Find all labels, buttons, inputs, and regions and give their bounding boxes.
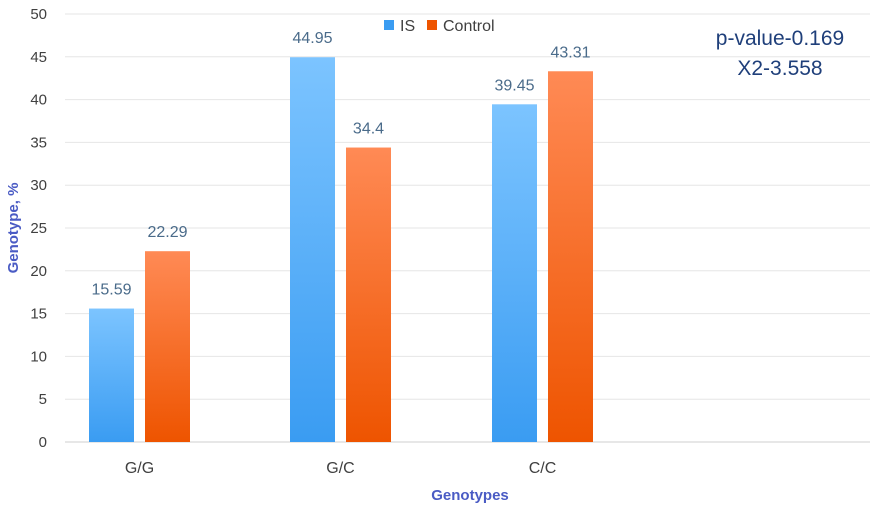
y-tick-label: 30 <box>30 177 47 194</box>
x-category-label: G/C <box>326 460 354 477</box>
data-label: 43.31 <box>550 44 590 61</box>
y-tick-label: 45 <box>30 49 47 66</box>
data-label: 15.59 <box>91 282 131 299</box>
y-tick-label: 50 <box>30 6 47 23</box>
y-tick-label: 35 <box>30 134 47 151</box>
y-tick-label: 5 <box>39 391 47 408</box>
y-tick-label: 25 <box>30 220 47 237</box>
data-labels: 15.59 22.29 44.95 34.4 39.45 43.31 <box>91 30 590 298</box>
x-category-label: C/C <box>529 460 557 477</box>
bars <box>89 57 593 443</box>
gridlines <box>65 13 870 443</box>
data-label: 22.29 <box>147 224 187 241</box>
p-value-text: p-value-0.169 <box>715 27 845 50</box>
y-tick-label: 10 <box>30 348 47 365</box>
legend-label-control: Control <box>443 18 495 35</box>
statistics-annotation: p-value-0.169 X2-3.558 <box>700 24 860 84</box>
y-tick-label: 20 <box>30 263 47 280</box>
bar-control-CC <box>548 71 593 442</box>
bar-control-GC <box>346 147 391 442</box>
data-label: 44.95 <box>292 30 332 47</box>
data-label: 39.45 <box>494 77 534 94</box>
legend-swatch-control <box>427 20 437 30</box>
legend-label-is: IS <box>400 18 415 35</box>
x-category-label: G/G <box>125 460 154 477</box>
y-tick-label: 15 <box>30 306 47 323</box>
y-tick-label: 0 <box>39 434 47 451</box>
x-axis-title: Genotypes <box>431 487 509 504</box>
x-axis-categories: G/G G/C C/C <box>125 460 556 477</box>
chi-square-text: X2-3.558 <box>737 57 823 80</box>
bar-is-GG <box>89 308 134 442</box>
bar-is-CC <box>492 104 537 443</box>
y-axis-ticks: 0 5 10 15 20 25 30 35 40 45 50 <box>30 6 47 451</box>
bar-control-GG <box>145 251 190 442</box>
data-label: 34.4 <box>353 121 384 138</box>
bar-is-GC <box>290 57 335 443</box>
legend: IS Control <box>384 18 495 35</box>
y-tick-label: 40 <box>30 92 47 109</box>
y-axis-title: Genotype, % <box>5 183 22 274</box>
legend-swatch-is <box>384 20 394 30</box>
